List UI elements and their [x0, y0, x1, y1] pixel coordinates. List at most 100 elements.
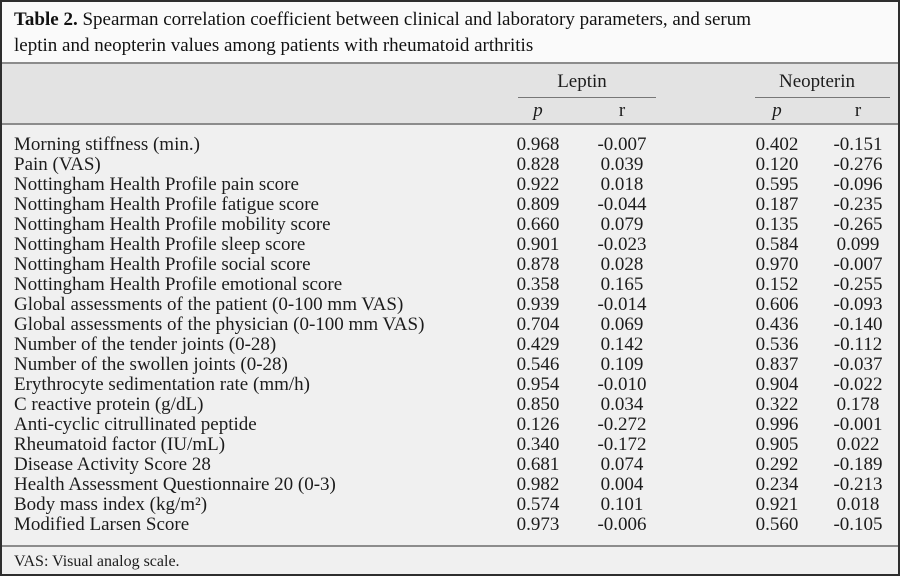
footnote-bar: VAS: Visual analog scale.: [2, 545, 898, 574]
table-row: Nottingham Health Profile social score 0.…: [2, 255, 898, 275]
leptin-r-value: 0.165: [600, 275, 644, 295]
spacer-cell: [666, 64, 737, 98]
leptin-p-value: 0.126: [516, 415, 560, 435]
row-label: Number of the swollen joints (0-28): [14, 355, 288, 375]
leptin-r-value: 0.109: [600, 355, 644, 375]
table-row: Morning stiffness (min.) 0.968 -0.007 0.402…: [2, 124, 898, 155]
col-header-leptin-r: r: [578, 98, 667, 125]
neopterin-p-value: 0.322: [755, 395, 799, 415]
leptin-p-value: 0.973: [516, 515, 560, 535]
neopterin-r-value: -0.037: [833, 355, 883, 375]
leptin-r-value: -0.172: [597, 435, 647, 455]
table-row: Erythrocyte sedimentation rate (mm/h) 0.9…: [2, 375, 898, 395]
table-row: Modified Larsen Score 0.973 -0.006 0.560 -0.…: [2, 515, 898, 545]
leptin-r-value: 0.101: [600, 495, 644, 515]
table-row: Number of the swollen joints (0-28) 0.546…: [2, 355, 898, 375]
correlation-table: Leptin Neopterin p r p r Morning stiffne…: [2, 64, 898, 545]
caption-line2: leptin and neopterin values among patien…: [14, 35, 534, 56]
leptin-r-value: 0.034: [600, 395, 644, 415]
leptin-p-value: 0.954: [516, 375, 560, 395]
leptin-r-value: -0.006: [597, 515, 647, 535]
spacer-cell: [666, 124, 736, 155]
row-label: C reactive protein (g/dL): [14, 395, 204, 415]
group-header-neopterin: Neopterin: [736, 64, 898, 98]
group-header-leptin: Leptin: [498, 64, 667, 98]
neopterin-p-value: 0.996: [755, 415, 799, 435]
neopterin-p-value: 0.595: [755, 175, 799, 195]
leptin-r-value: 0.018: [600, 175, 644, 195]
neopterin-r-value: -0.007: [833, 255, 883, 275]
spacer-cell: [666, 495, 736, 515]
row-label: Nottingham Health Profile fatigue score: [14, 195, 319, 215]
leptin-r-value: -0.007: [597, 134, 647, 155]
leptin-group-label: Leptin: [557, 71, 607, 92]
table-row: Rheumatoid factor (IU/mL) 0.340 -0.172 0.90…: [2, 435, 898, 455]
col-header-neopterin-p: p: [736, 98, 819, 125]
row-label: Global assessments of the physician (0-1…: [14, 315, 425, 335]
neopterin-p-value: 0.292: [755, 455, 799, 475]
neopterin-r-value: -0.105: [833, 515, 883, 535]
spacer-cell: [666, 195, 736, 215]
row-label: Health Assessment Questionnaire 20 (0-3): [14, 475, 336, 495]
neopterin-p-value: 0.120: [755, 155, 799, 175]
table-header: Leptin Neopterin p r p r: [2, 64, 898, 125]
table-row: Nottingham Health Profile emotional scor…: [2, 275, 898, 295]
spacer-cell: [666, 215, 736, 235]
neopterin-r-value: 0.018: [836, 495, 880, 515]
spacer-cell: [666, 315, 736, 335]
neopterin-p-value: 0.606: [755, 295, 799, 315]
neopterin-r-value: -0.112: [833, 335, 883, 355]
spacer-cell: [666, 475, 736, 495]
row-label: Erythrocyte sedimentation rate (mm/h): [14, 375, 310, 395]
leptin-p-value: 0.546: [516, 355, 560, 375]
subheader-row: p r p r: [2, 98, 898, 125]
leptin-p-value: 0.660: [516, 215, 560, 235]
neopterin-group-label: Neopterin: [779, 71, 856, 92]
leptin-p-value: 0.968: [516, 134, 560, 155]
row-label: Rheumatoid factor (IU/mL): [14, 435, 226, 455]
row-label: Global assessments of the patient (0-100…: [14, 295, 404, 315]
table-row: Nottingham Health Profile fatigue score 0…: [2, 195, 898, 215]
row-label: Pain (VAS): [14, 155, 101, 175]
leptin-p-value: 0.939: [516, 295, 560, 315]
leptin-r-value: 0.079: [600, 215, 644, 235]
spacer-cell: [2, 98, 498, 125]
table-body: Morning stiffness (min.) 0.968 -0.007 0.402…: [2, 124, 898, 545]
caption-line1: Spearman correlation coefficient between…: [82, 9, 752, 30]
neopterin-r-value: -0.022: [833, 375, 883, 395]
table-row: Global assessments of the physician (0-1…: [2, 315, 898, 335]
spacer-cell: [666, 395, 736, 415]
row-label: Nottingham Health Profile mobility score: [14, 215, 331, 235]
spacer-cell: [666, 335, 736, 355]
neopterin-p-value: 0.402: [755, 134, 799, 155]
spacer-cell: [666, 295, 736, 315]
table-row: Body mass index (kg/m²) 0.574 0.101 0.921 0.…: [2, 495, 898, 515]
table-row: Nottingham Health Profile sleep score 0.9…: [2, 235, 898, 255]
spacer-cell: [666, 235, 736, 255]
neopterin-r-value: -0.189: [833, 455, 883, 475]
table-row: Nottingham Health Profile mobility score…: [2, 215, 898, 235]
row-label: Modified Larsen Score: [14, 515, 190, 535]
table-row: Disease Activity Score 28 0.681 0.074 0.292…: [2, 455, 898, 475]
neopterin-r-value: -0.001: [833, 415, 883, 435]
neopterin-p-value: 0.436: [755, 315, 799, 335]
row-label: Nottingham Health Profile pain score: [14, 175, 299, 195]
leptin-r-value: 0.004: [600, 475, 644, 495]
neopterin-p-value: 0.234: [755, 475, 799, 495]
leptin-r-value: -0.014: [597, 295, 647, 315]
neopterin-p-value: 0.921: [755, 495, 799, 515]
leptin-p-value: 0.574: [516, 495, 560, 515]
neopterin-p-value: 0.560: [755, 515, 799, 535]
neopterin-p-value: 0.905: [755, 435, 799, 455]
spacer-cell: [666, 155, 736, 175]
row-label: Nottingham Health Profile sleep score: [14, 235, 306, 255]
neopterin-r-value: -0.255: [833, 275, 883, 295]
caption-label: Table 2.: [14, 9, 78, 30]
group-header-row: Leptin Neopterin: [2, 64, 898, 98]
spacer-cell: [666, 455, 736, 475]
neopterin-p-value: 0.970: [755, 255, 799, 275]
neopterin-p-value: 0.187: [755, 195, 799, 215]
leptin-underline: [518, 97, 657, 98]
spacer-cell: [666, 255, 736, 275]
